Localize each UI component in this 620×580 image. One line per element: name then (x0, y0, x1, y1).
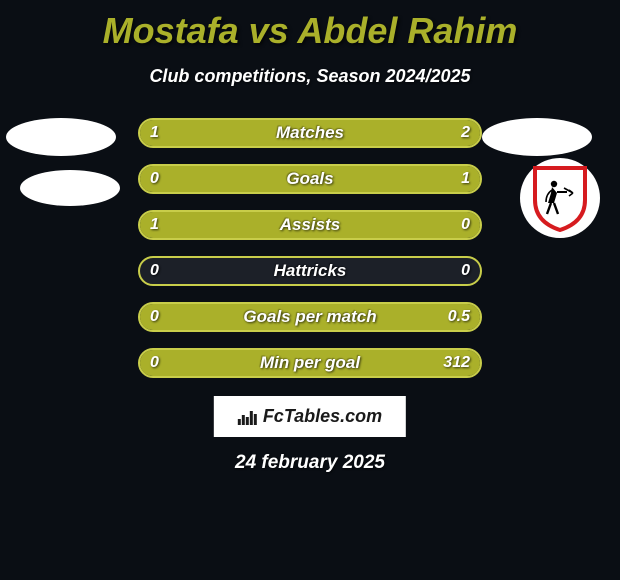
stat-value-right: 1 (461, 166, 470, 192)
stat-row: Matches1 2 (138, 118, 482, 148)
stat-value-left: 0 (150, 258, 159, 284)
stat-value-right: 0.5 (448, 304, 470, 330)
player-right-badge (482, 118, 592, 156)
stat-value-left: 0 (150, 350, 159, 376)
stat-label: Hattricks (140, 258, 480, 284)
stat-label: Matches (140, 120, 480, 146)
stat-row: Hattricks0 0 (138, 256, 482, 286)
branding-text: FcTables.com (263, 406, 382, 427)
bar-chart-icon (238, 409, 257, 425)
stat-row: Goals per match0 0.5 (138, 302, 482, 332)
stat-label: Goals per match (140, 304, 480, 330)
stat-value-right: 2 (461, 120, 470, 146)
stat-label: Min per goal (140, 350, 480, 376)
stat-value-right: 312 (443, 350, 470, 376)
branding-badge: FcTables.com (214, 396, 406, 437)
stat-label: Assists (140, 212, 480, 238)
date-label: 24 february 2025 (0, 452, 620, 474)
stat-row: Assists1 0 (138, 210, 482, 240)
stat-bars: Matches12Goals01Assists10Hattricks00Goal… (138, 118, 482, 394)
stat-row: Goals0 1 (138, 164, 482, 194)
club-crest-icon (520, 158, 600, 238)
page-subtitle: Club competitions, Season 2024/2025 (0, 66, 620, 87)
stat-value-left: 0 (150, 166, 159, 192)
stat-value-left: 0 (150, 304, 159, 330)
stat-row: Min per goal0 312 (138, 348, 482, 378)
player-left-badge-2 (20, 170, 120, 206)
stat-value-right: 0 (461, 258, 470, 284)
stat-value-left: 1 (150, 212, 159, 238)
page-title: Mostafa vs Abdel Rahim (0, 0, 620, 52)
stat-value-left: 1 (150, 120, 159, 146)
player-left-badge (6, 118, 116, 156)
stat-value-right: 0 (461, 212, 470, 238)
stat-label: Goals (140, 166, 480, 192)
